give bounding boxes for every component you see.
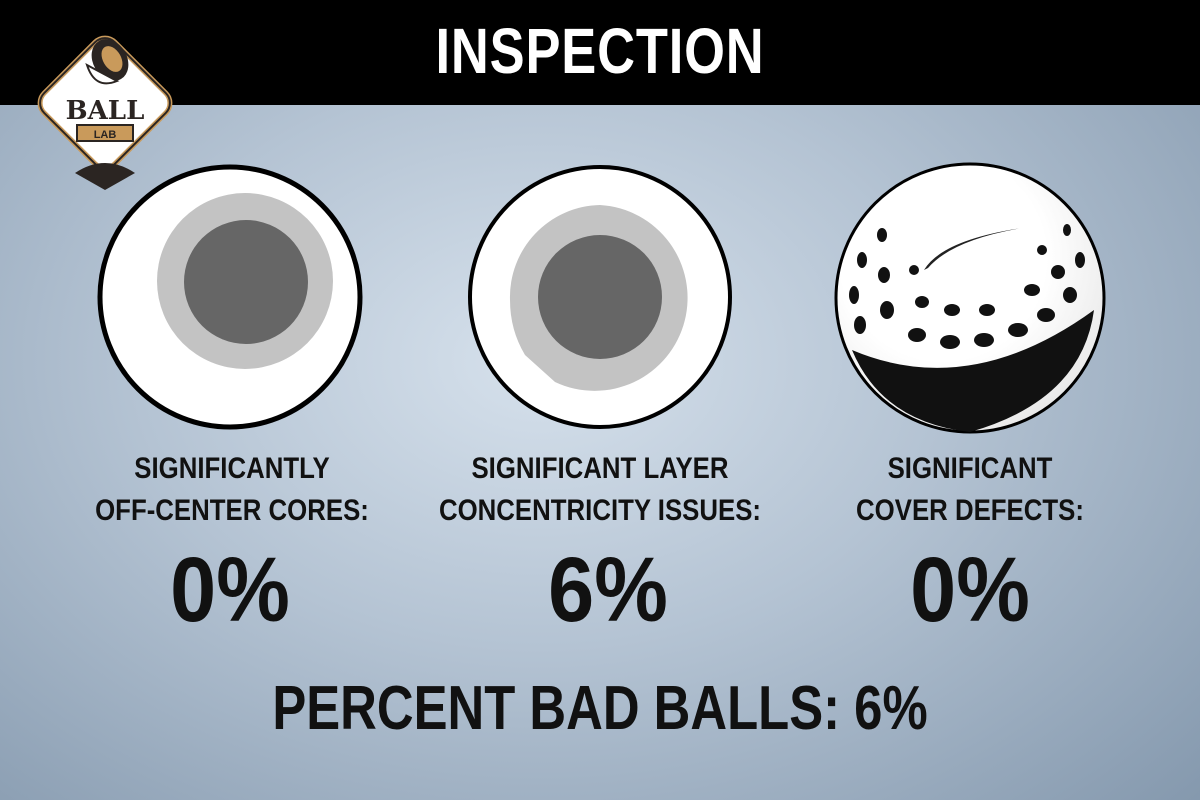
label-line-2: CONCENTRICITY ISSUES:	[438, 494, 762, 527]
metric-label-layer-concentricity: SIGNIFICANT LAYER CONCENTRICITY ISSUES:	[428, 448, 772, 532]
label-line-1: SIGNIFICANTLY	[134, 452, 330, 485]
label-line-2: OFF-CENTER CORES:	[95, 494, 369, 527]
golf-ball-cover-defect-icon	[834, 162, 1106, 434]
summary-percent-bad-balls: PERCENT BAD BALLS: 6%	[272, 674, 928, 743]
metric-value-layer-concentricity: 6%	[548, 539, 668, 641]
layer-concentricity-cross-section-icon	[468, 165, 740, 429]
page-title: INSPECTION	[435, 15, 765, 87]
label-line-2: COVER DEFECTS:	[856, 494, 1084, 527]
metric-value-off-center-cores: 0%	[170, 539, 290, 641]
label-line-1: SIGNIFICANT	[887, 452, 1053, 485]
header-bar	[0, 0, 1200, 105]
off-center-core-cross-section-icon	[97, 164, 363, 430]
metric-value-cover-defects: 0%	[910, 539, 1030, 641]
svg-text:BALL: BALL	[66, 96, 145, 126]
ball-lab-logo: BALL LAB	[37, 35, 173, 190]
metric-label-off-center-cores: SIGNIFICANTLY OFF-CENTER CORES:	[60, 448, 404, 532]
label-line-1: SIGNIFICANT LAYER	[471, 452, 729, 485]
metric-label-cover-defects: SIGNIFICANT COVER DEFECTS:	[798, 448, 1142, 532]
svg-text:LAB: LAB	[94, 129, 117, 141]
